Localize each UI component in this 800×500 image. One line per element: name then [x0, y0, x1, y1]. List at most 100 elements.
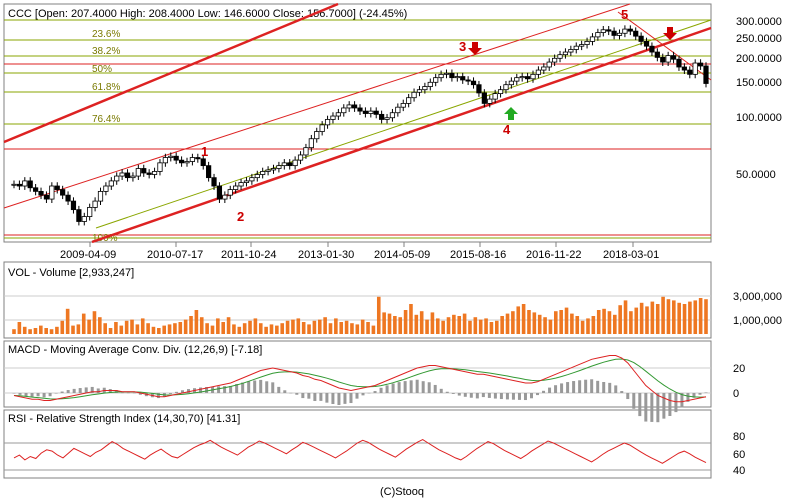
volume-bar — [457, 316, 462, 334]
volume-bar — [87, 319, 91, 334]
macd-histogram-bar — [463, 393, 467, 397]
candle-body — [27, 180, 33, 189]
volume-bar — [484, 318, 488, 334]
candle-body — [200, 158, 206, 167]
candle-body — [389, 112, 396, 119]
macd-histogram-bar — [379, 387, 383, 393]
candle-body — [238, 182, 244, 187]
rsi-title: RSI - Relative Strength Index (14,30,70)… — [8, 413, 240, 425]
volume-bar — [280, 323, 285, 334]
macd-histogram-bar — [554, 385, 558, 393]
macd-histogram-bar — [180, 390, 184, 393]
fib-label-38: 38.2% — [92, 46, 120, 57]
volume-bar — [173, 323, 177, 334]
volume-bar — [285, 320, 290, 334]
volume-bar — [81, 313, 86, 334]
candle-body — [519, 76, 525, 79]
candle-body — [422, 86, 428, 91]
volume-bar — [44, 328, 48, 334]
volume-bar — [205, 323, 209, 334]
candle-body — [703, 65, 709, 84]
macd-panel — [3, 340, 712, 408]
candle-body — [249, 177, 255, 182]
volume-bar — [33, 328, 38, 334]
candle-body — [692, 62, 698, 75]
up-arrow-icon — [504, 107, 518, 120]
volume-bar — [183, 319, 188, 334]
volume-bar — [387, 313, 392, 334]
volume-bar — [452, 314, 456, 334]
volume-bar — [119, 325, 124, 334]
candle-body — [168, 155, 174, 158]
volume-bar — [312, 320, 317, 334]
macd-histogram-bar — [247, 381, 251, 393]
macd-histogram-bar — [343, 393, 347, 404]
macd-histogram-bar — [584, 379, 588, 393]
volume-bar — [634, 307, 639, 334]
volume-bar — [344, 320, 349, 334]
candle-body — [508, 80, 514, 86]
candle-body — [573, 45, 579, 50]
candle-body — [43, 194, 50, 200]
candle-body — [319, 124, 325, 132]
candle-body — [195, 157, 201, 160]
price-tick-250: 250.0000 — [736, 33, 782, 45]
macd-histogram-bar — [60, 391, 64, 393]
macd-histogram-bar — [205, 387, 209, 393]
macd-histogram-bar — [487, 393, 491, 398]
macd-histogram-bar — [656, 393, 660, 423]
macd-histogram-bar — [560, 383, 564, 393]
macd-histogram-bar — [397, 382, 401, 393]
candle-body — [546, 61, 552, 68]
candle-body — [178, 159, 185, 164]
candle-body — [660, 56, 666, 63]
volume-bar — [146, 323, 150, 334]
macd-histogram-bar — [403, 381, 407, 393]
macd-histogram-bar — [12, 393, 16, 394]
candle-body — [654, 51, 660, 58]
candle-body — [362, 110, 369, 114]
macd-histogram-bar — [367, 392, 371, 394]
volume-bar — [323, 317, 327, 334]
candle-body — [535, 69, 542, 75]
copyright-footer: (C)Stooq — [380, 486, 424, 498]
candle-body — [233, 185, 239, 190]
volume-bar — [167, 324, 172, 334]
volume-bar — [613, 314, 617, 334]
volume-bar — [17, 322, 22, 334]
macd-histogram-bar — [445, 391, 449, 393]
macd-histogram-bar — [433, 384, 437, 393]
volume-bar — [232, 324, 236, 334]
date-tick-1: 2010-07-17 — [147, 249, 203, 261]
candle-body — [449, 72, 455, 79]
volume-bar — [226, 317, 231, 334]
macd-histogram-bar — [253, 380, 257, 393]
volume-bar — [296, 318, 301, 334]
fib-label-76: 76.4% — [92, 114, 120, 125]
volume-bar — [430, 312, 435, 334]
volume-bar — [409, 304, 413, 334]
volume-bar — [157, 328, 161, 334]
volume-bar — [264, 326, 268, 334]
volume-bar — [618, 305, 622, 334]
candle-body — [643, 41, 650, 47]
macd-histogram-bar — [704, 392, 708, 393]
macd-histogram-bar — [427, 382, 431, 393]
macd-histogram-bar — [373, 391, 377, 393]
macd-histogram-bar — [132, 392, 136, 394]
volume-bar — [478, 319, 483, 334]
macd-histogram-bar — [626, 393, 630, 400]
date-tick-2: 2011-10-24 — [221, 249, 276, 261]
volume-bar — [334, 318, 338, 334]
volume-bar — [446, 317, 451, 334]
macd-histogram-bar — [235, 383, 239, 393]
macd-histogram-bar — [698, 393, 702, 395]
candle-body — [665, 55, 671, 63]
candle-body — [189, 157, 196, 162]
volume-bar — [71, 325, 75, 334]
volume-bar — [425, 319, 429, 334]
macd-histogram-bar — [138, 393, 142, 395]
candle-body — [476, 84, 482, 94]
macd-histogram-bar — [325, 393, 329, 403]
